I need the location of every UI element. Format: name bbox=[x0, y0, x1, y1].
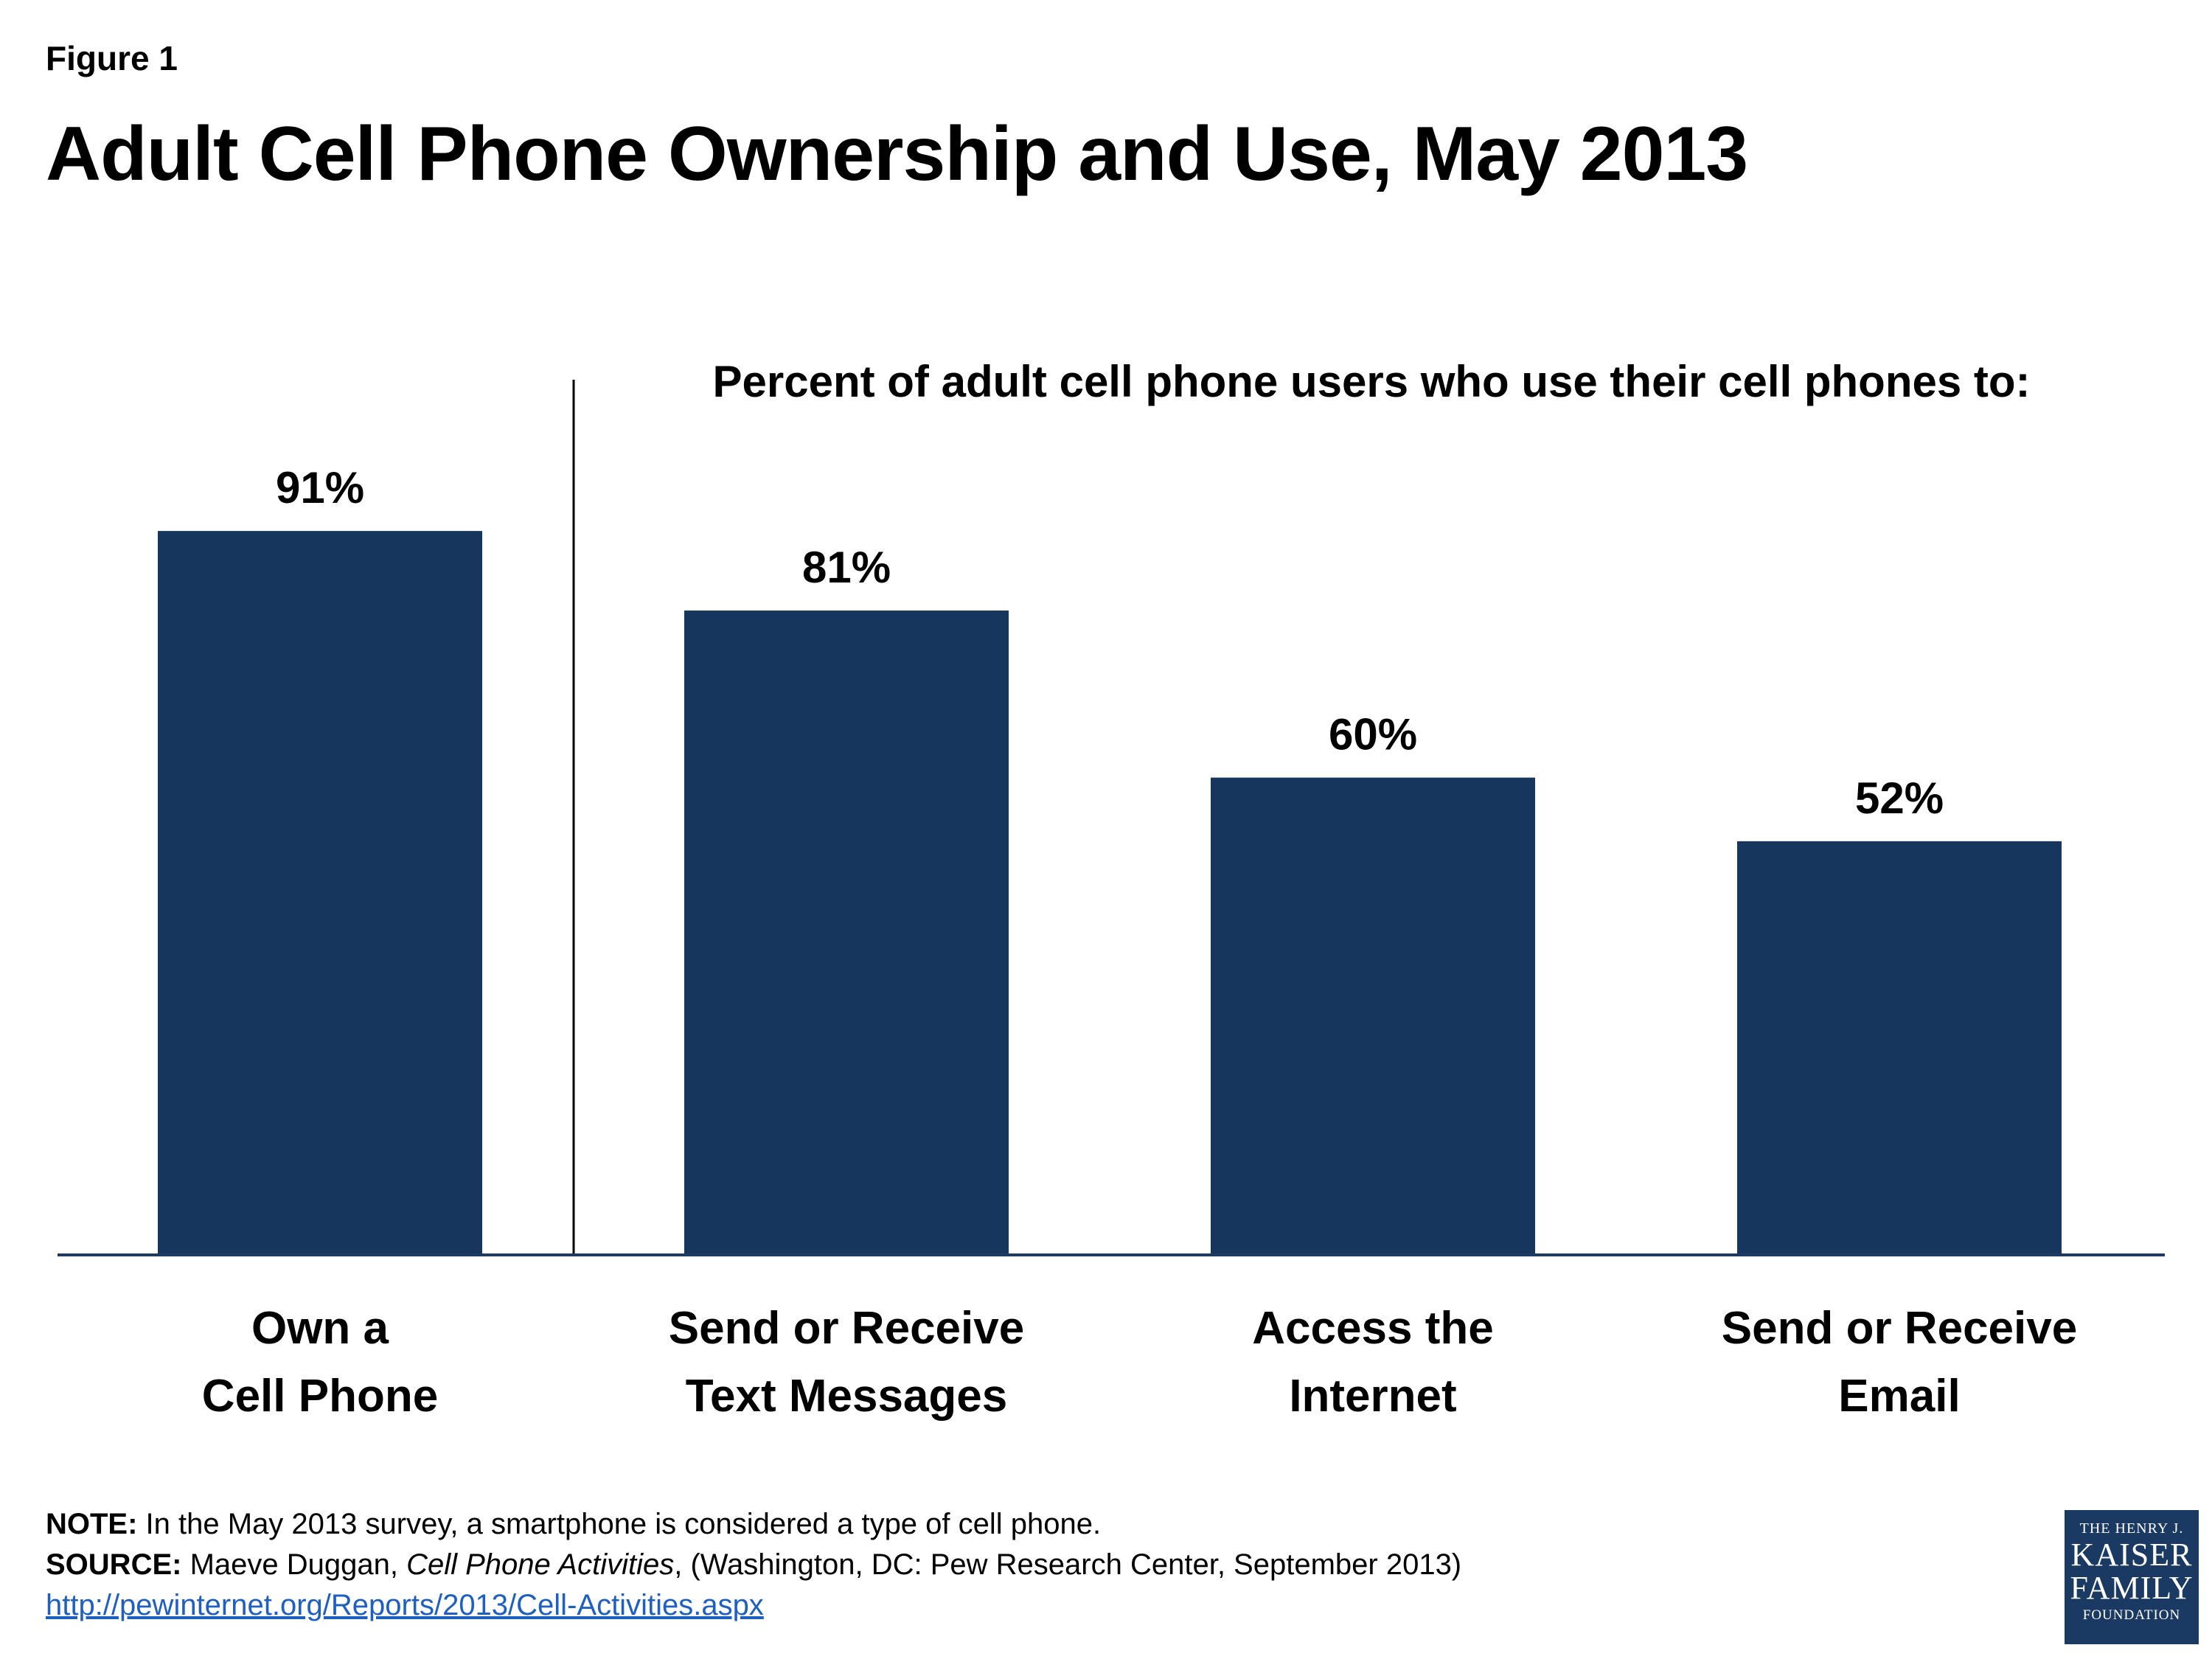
logo-line-4: FOUNDATION bbox=[2082, 1607, 2181, 1623]
source-rest: , (Washington, DC: Pew Research Center, … bbox=[674, 1548, 1462, 1581]
note-line: NOTE: In the May 2013 survey, a smartpho… bbox=[46, 1504, 1461, 1545]
source-author: Maeve Duggan, bbox=[181, 1548, 407, 1581]
figure-label: Figure 1 bbox=[46, 39, 178, 77]
category-label-3-line-2: Internet bbox=[1289, 1371, 1456, 1422]
source-title: Cell Phone Activities bbox=[406, 1548, 675, 1581]
source-url-line: http://pewinternet.org/Reports/2013/Cell… bbox=[46, 1585, 1461, 1626]
data-label-4: 52% bbox=[1855, 773, 1944, 823]
bars-layer: 91% Own a Cell Phone 81% Send or Receive Text… bbox=[158, 463, 2077, 1422]
logo-line-2: KAISER bbox=[2070, 1537, 2193, 1573]
category-label-1-line-2: Cell Phone bbox=[202, 1371, 438, 1422]
data-label-3: 60% bbox=[1329, 710, 1417, 759]
footer-notes: NOTE: In the May 2013 survey, a smartpho… bbox=[46, 1504, 1461, 1626]
bar-3 bbox=[1211, 777, 1535, 1255]
category-label-4-line-1: Send or Receive bbox=[1722, 1303, 2077, 1354]
note-text: In the May 2013 survey, a smartphone is … bbox=[137, 1508, 1102, 1540]
source-label: SOURCE: bbox=[46, 1548, 182, 1581]
source-url-link[interactable]: http://pewinternet.org/Reports/2013/Cell… bbox=[46, 1589, 764, 1621]
note-label: NOTE: bbox=[46, 1508, 138, 1540]
bar-4 bbox=[1737, 841, 2062, 1255]
data-label-2: 81% bbox=[802, 543, 891, 592]
source-line: SOURCE: Maeve Duggan, Cell Phone Activit… bbox=[46, 1545, 1461, 1585]
kaiser-family-foundation-logo: THE HENRY J. KAISER FAMILY FOUNDATION bbox=[2065, 1510, 2199, 1644]
chart-subtitle: Percent of adult cell phone users who us… bbox=[713, 357, 2031, 406]
logo-line-3: FAMILY bbox=[2070, 1570, 2194, 1606]
category-label-4-line-2: Email bbox=[1838, 1371, 1960, 1422]
bar-2 bbox=[684, 611, 1009, 1255]
chart-title: Adult Cell Phone Ownership and Use, May … bbox=[46, 111, 1748, 197]
category-label-2-line-1: Send or Receive bbox=[669, 1303, 1024, 1354]
category-label-1-line-1: Own a bbox=[251, 1303, 389, 1354]
bar-1 bbox=[158, 531, 482, 1255]
category-label-3-line-1: Access the bbox=[1252, 1303, 1493, 1354]
data-label-1: 91% bbox=[276, 463, 364, 512]
category-label-2-line-2: Text Messages bbox=[686, 1371, 1008, 1422]
logo-line-1: THE HENRY J. bbox=[2079, 1520, 2184, 1537]
